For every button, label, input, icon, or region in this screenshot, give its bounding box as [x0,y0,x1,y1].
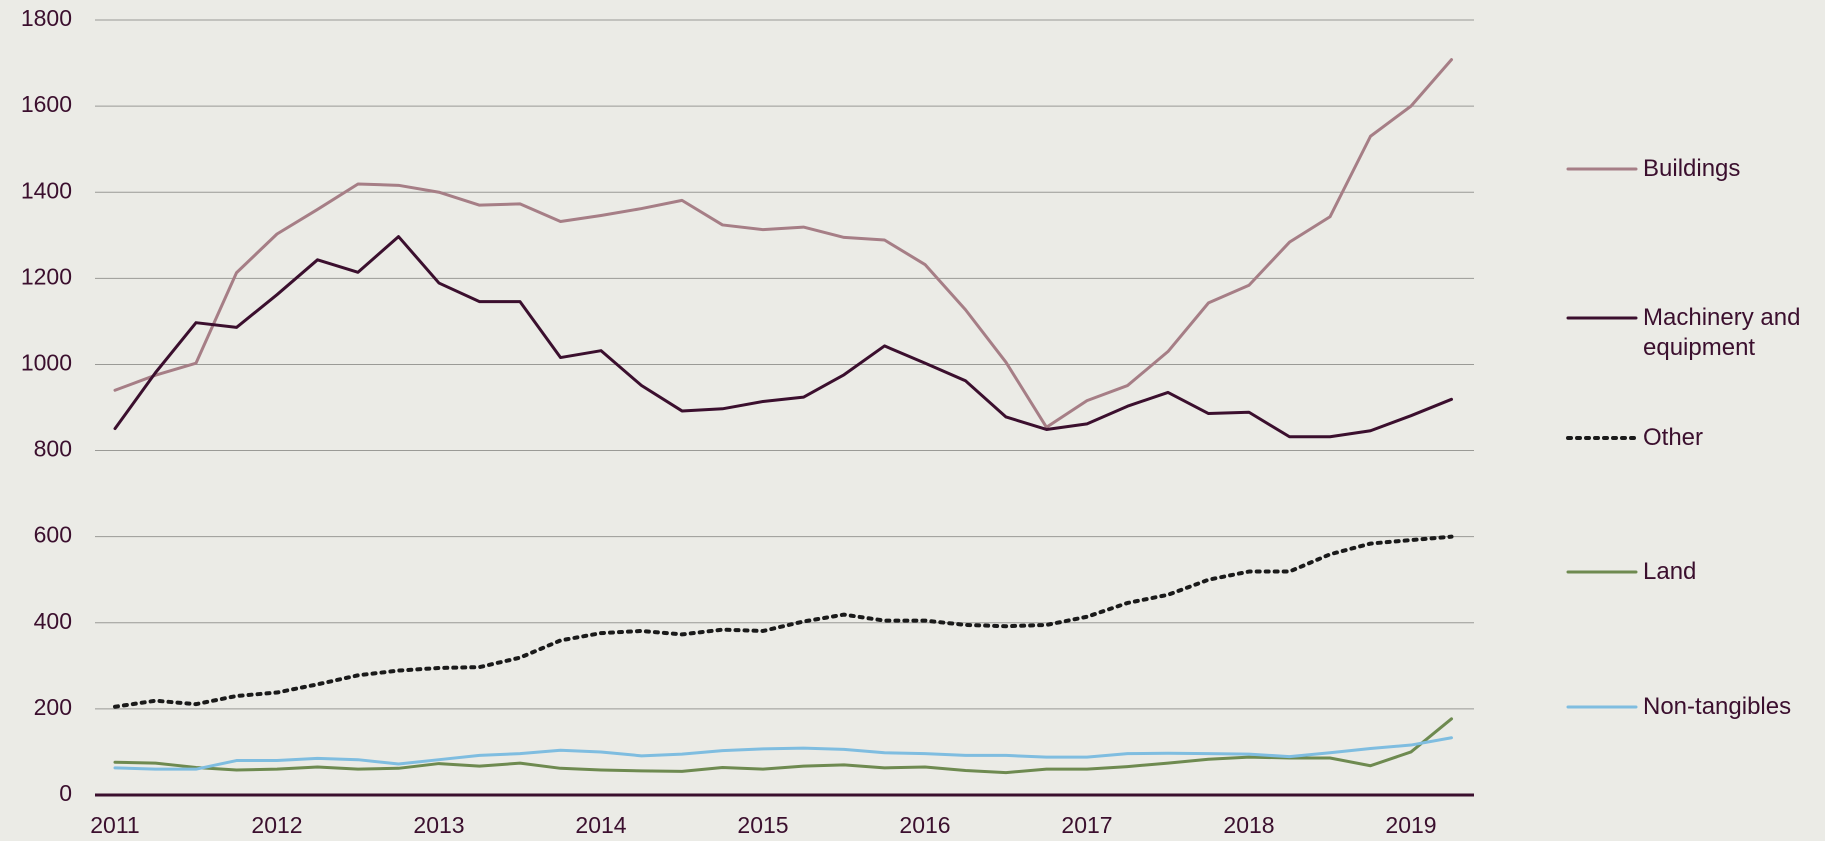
y-tick-label: 1600 [21,91,72,117]
series-line [113,717,1453,775]
y-tick-label: 1400 [21,177,72,203]
y-tick-label: 400 [34,608,72,634]
x-tick-label: 2014 [575,812,626,838]
y-tick-label: 1000 [21,350,72,376]
series-line [113,58,1453,429]
x-tick-label: 2016 [899,812,950,838]
x-tick-label: 2015 [737,812,788,838]
x-tick-label: 2017 [1061,812,1112,838]
legend-label: Machinery and equipment [1643,304,1801,361]
x-tick-label: 2013 [413,812,464,838]
x-tick-label: 2018 [1223,812,1274,838]
x-tick-label: 2011 [90,812,139,838]
legend-label: Land [1643,558,1697,585]
y-tick-label: 1800 [21,5,72,31]
legend-label: Buildings [1643,155,1741,182]
legend-label: Non-tangibles [1643,693,1792,720]
legend-label: Other [1643,424,1704,451]
y-tick-label: 200 [34,694,72,720]
y-tick-label: 800 [34,436,72,462]
y-tick-label: 600 [34,522,72,548]
series-line [113,736,1453,771]
x-tick-label: 2019 [1385,812,1436,838]
series-line [113,235,1453,439]
y-tick-label: 1200 [21,263,72,289]
series-line [113,534,1454,709]
x-tick-label: 2012 [251,812,302,838]
y-tick-label: 0 [59,780,72,806]
